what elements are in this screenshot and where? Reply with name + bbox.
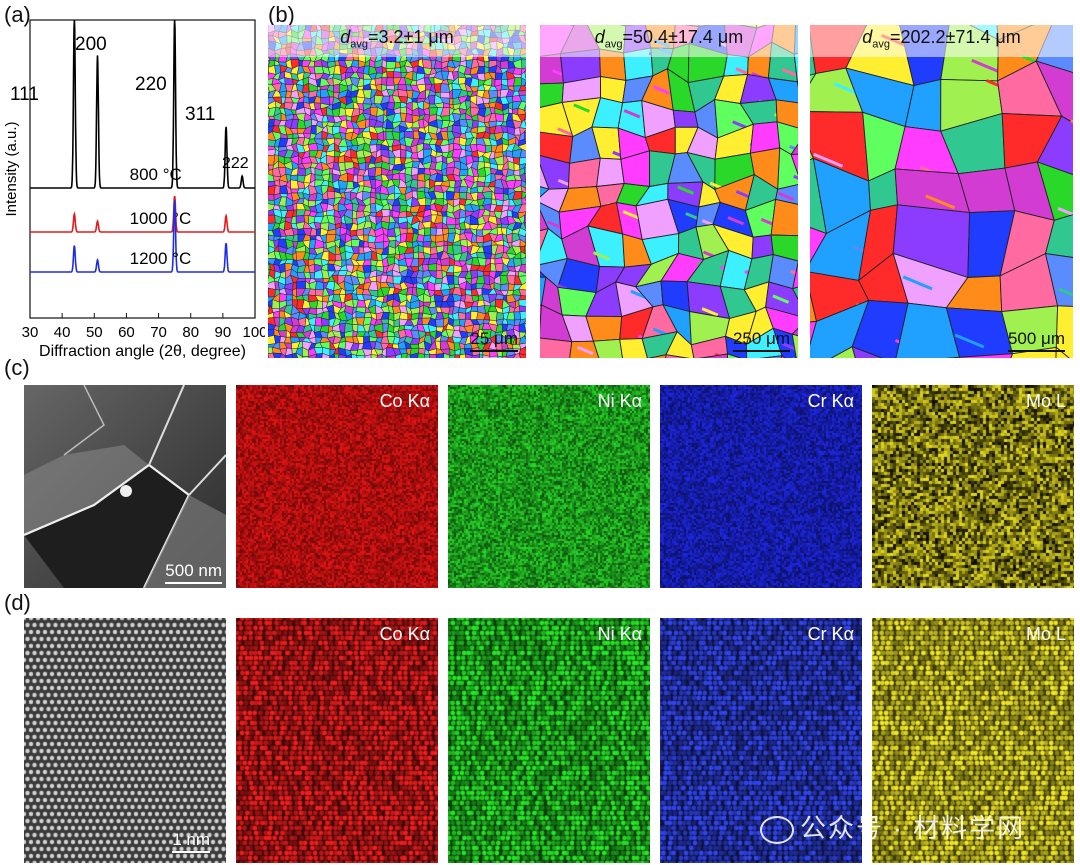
x-tick-label: 60: [118, 324, 135, 341]
xrd-peak-label: 222: [222, 155, 249, 172]
atomic-map-cr: Cr Kα: [660, 618, 862, 863]
scalebar-1-label: 25 μm: [470, 329, 518, 348]
xrd-peak-label: 220: [135, 74, 167, 95]
ebsd-map-2: davg=50.4±17.4 μm 250 μm: [540, 25, 798, 358]
sem-image: 500 nm: [24, 385, 226, 588]
x-tick-label: 100: [242, 324, 265, 341]
xrd-y-axis-label: Intensity (a.u.): [3, 121, 20, 216]
scalebar-3: 500 μm: [1007, 329, 1065, 352]
xrd-series-label: 1200 °C: [130, 249, 192, 268]
panel-label-c: (c): [4, 355, 30, 380]
xrd-x-axis-label: Diffraction angle (2θ, degree): [39, 343, 246, 360]
xrd-peak-label: 311: [185, 104, 215, 125]
sem-scalebar: 500 nm: [165, 561, 222, 584]
scalebar-2: 250 μm: [732, 329, 790, 352]
xrd-chart: 30 40 50 60 70 80 90 100 800 °C 1000 °C 1200 °C 1…: [3, 19, 265, 360]
ebsd-map-1: davg=3.2±1 μm 25 μm: [268, 25, 526, 358]
xrd-series-label: 800 °C: [130, 165, 182, 184]
haadf-scalebar: 1 nm: [172, 830, 210, 853]
xrd-series-line: [30, 195, 255, 233]
xrd-series-line: [30, 19, 255, 189]
eds-label-cr: Cr Kα: [807, 391, 854, 411]
atomic-map-ni: Ni Kα: [448, 618, 650, 863]
xrd-peak-label: 111: [10, 84, 39, 105]
xrd-peak-label: 200: [75, 34, 107, 55]
x-tick-label: 50: [86, 324, 103, 341]
xrd-plot-frame: [29, 19, 256, 319]
haadf-scalebar-label: 1 nm: [172, 830, 210, 849]
eds-map-ni: Ni Kα: [448, 385, 650, 588]
eds-map-mo: Mo L: [872, 385, 1074, 588]
scalebar-1: 25 μm: [470, 329, 518, 352]
eds-label-co: Co Kα: [379, 391, 430, 411]
sem-micrograph: [24, 385, 226, 588]
wechat-icon: [760, 816, 794, 845]
watermark: 公众号 · 材料学网: [760, 808, 1025, 845]
scalebar-2-label: 250 μm: [732, 329, 790, 348]
x-tick-label: 40: [54, 324, 71, 341]
atomic-label-cr: Cr Kα: [807, 624, 854, 644]
grain-size-label-3: davg=202.2±71.4 μm: [862, 27, 1021, 51]
atomic-map-mo: Mo L: [872, 618, 1074, 863]
atomic-label-ni: Ni Kα: [597, 624, 642, 644]
haadf-image: 1 nm: [24, 618, 226, 863]
x-tick-label: 90: [215, 324, 232, 341]
eds-label-ni: Ni Kα: [597, 391, 642, 411]
x-tick-label: 80: [182, 324, 199, 341]
sem-scalebar-label: 500 nm: [165, 561, 222, 580]
x-tick-label: 30: [22, 324, 39, 341]
panel-label-a: (a): [4, 2, 31, 27]
scalebar-3-label: 500 μm: [1007, 329, 1065, 348]
atomic-map-co: Co Kα: [236, 618, 438, 863]
eds-map-co: Co Kα: [236, 385, 438, 588]
xrd-series-label: 1000 °C: [130, 209, 192, 228]
ebsd-map-3: davg=202.2±71.4 μm 500 μm: [810, 25, 1073, 358]
grain-size-label-1: davg=3.2±1 μm: [340, 27, 454, 51]
x-tick-label: 70: [150, 324, 167, 341]
atomic-label-co: Co Kα: [379, 624, 430, 644]
xrd-series-line: [30, 199, 255, 273]
eds-label-mo: Mo L: [1025, 391, 1066, 411]
grain-size-label-2: davg=50.4±17.4 μm: [594, 27, 744, 51]
eds-map-cr: Cr Kα: [660, 385, 862, 588]
atomic-label-mo: Mo L: [1025, 624, 1066, 644]
panel-label-b: (b): [268, 2, 295, 27]
panel-label-d: (d): [4, 590, 31, 615]
